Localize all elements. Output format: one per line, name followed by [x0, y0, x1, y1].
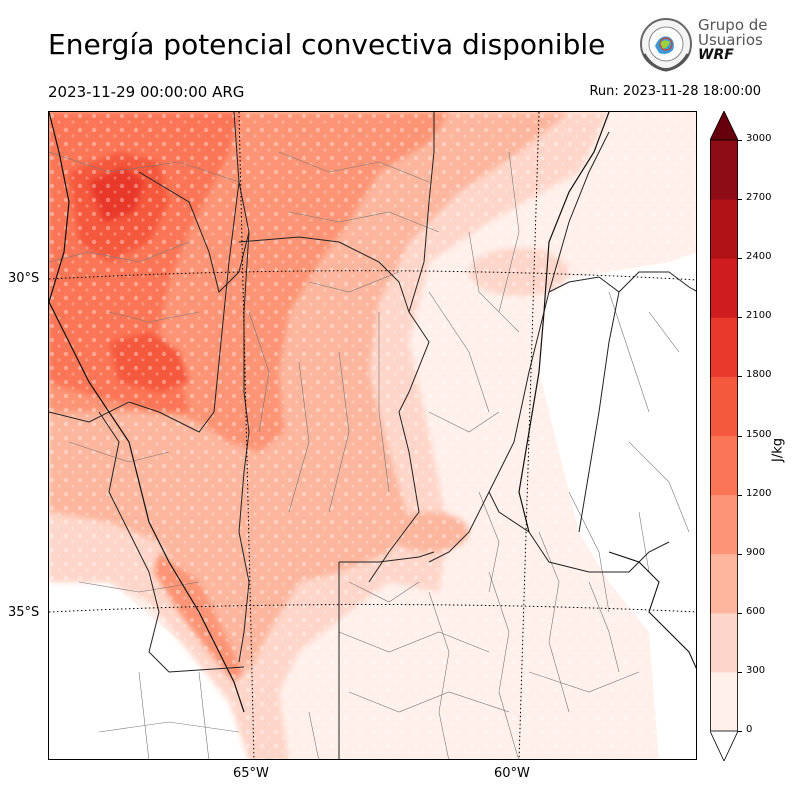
wrf-logo: Grupo de Usuarios WRF: [638, 16, 768, 74]
country-borders: [49, 112, 610, 713]
lon-label-60w: 60°W: [494, 766, 530, 781]
colorbar-segment: [710, 435, 738, 496]
colorbar: [710, 111, 738, 761]
colorbar-segment: [710, 553, 738, 614]
colorbar-segment: [710, 612, 738, 673]
globe-logo-icon: [640, 18, 692, 72]
colorbar-tick-mark: [738, 258, 742, 260]
colorbar-tick-label: 900: [746, 546, 766, 558]
colorbar-unit: J/kg: [770, 438, 786, 462]
colorbar-tick-label: 1800: [746, 369, 772, 381]
colorbar-segment: [710, 376, 738, 436]
cape-map: [48, 111, 697, 760]
colorbar-tick-mark: [738, 140, 742, 141]
colorbar-segment: [710, 671, 738, 732]
run-time: Run: 2023-11-28 18:00:00: [589, 84, 761, 99]
colorbar-tick-mark: [738, 317, 742, 319]
graticule: [49, 112, 696, 759]
colorbar-tick-mark: [738, 199, 742, 201]
logo-line-1: Grupo de: [698, 16, 768, 34]
colorbar-tick-mark: [738, 671, 742, 673]
map-title: Energía potencial convectiva disponible: [48, 28, 606, 61]
coastline: [608, 551, 696, 669]
colorbar-tick-mark: [738, 494, 742, 496]
colorbar-tick-label: 600: [746, 605, 766, 617]
province-borders: [49, 112, 696, 759]
colorbar-tick-label: 2400: [746, 251, 772, 263]
lat-label-30s: 30°S: [8, 271, 40, 286]
colorbar-segment: [710, 140, 738, 200]
logo-line-3: WRF: [698, 47, 734, 63]
colorbar-tick-mark: [738, 731, 742, 732]
valid-time: 2023-11-29 00:00:00 ARG: [48, 83, 245, 101]
colorbar-segment: [710, 258, 738, 318]
colorbar-tick-mark: [738, 553, 742, 555]
colorbar-tick-mark: [738, 435, 742, 437]
cape-field: [49, 112, 696, 759]
colorbar-tick-label: 2700: [746, 192, 772, 204]
colorbar-tick-label: 3000: [746, 133, 772, 144]
colorbar-tick-label: 0: [746, 724, 753, 735]
colorbar-under-arrow: [710, 730, 738, 761]
colorbar-segment: [710, 199, 738, 259]
colorbar-tick-mark: [738, 376, 742, 378]
colorbar-over-arrow: [710, 111, 738, 141]
colorbar-tick-mark: [738, 612, 742, 614]
lon-label-65w: 65°W: [233, 766, 269, 781]
colorbar-tick-label: 2100: [746, 310, 772, 322]
logo-text: Grupo de Usuarios WRF: [698, 18, 768, 63]
colorbar-tick-label: 1500: [746, 428, 772, 440]
colorbar-frame: [710, 139, 738, 732]
colorbar-segment: [710, 494, 738, 555]
colorbar-segment: [710, 317, 738, 377]
logo-line-2: Usuarios: [698, 31, 763, 49]
colorbar-tick-label: 1200: [746, 487, 772, 499]
department-borders: [49, 151, 690, 759]
colorbar-tick-label: 300: [746, 664, 766, 676]
lat-label-35s: 35°S: [8, 605, 40, 620]
